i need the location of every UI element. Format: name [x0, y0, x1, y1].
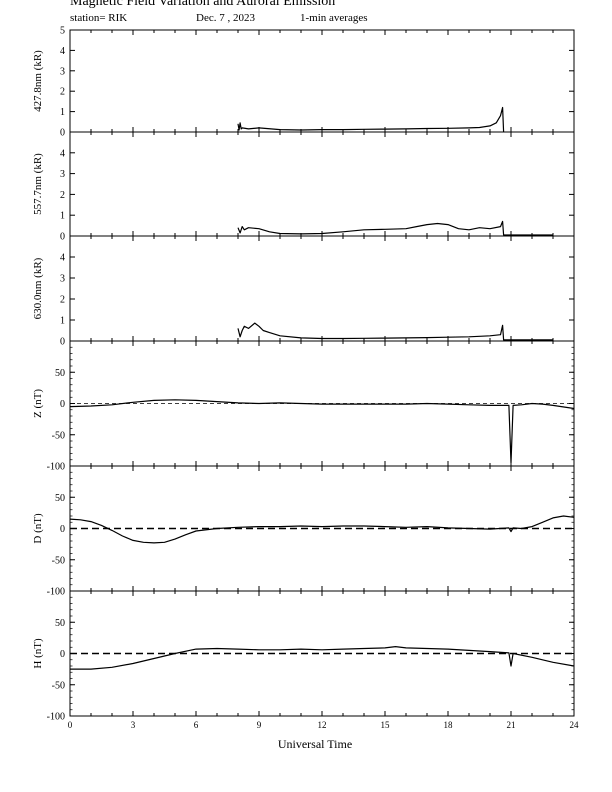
- x-axis-label: Universal Time: [278, 737, 352, 751]
- y-tick-label: 1: [60, 107, 65, 118]
- series-line: [237, 106, 505, 133]
- panel-4: -100 -50 0 50 Z (nT): [32, 340, 575, 473]
- x-tick-label: 18: [444, 720, 454, 730]
- y-tick-label: 4: [60, 46, 65, 57]
- y-axis-label: 630.0nm (kR): [32, 257, 44, 319]
- panel-frame: [69, 131, 575, 237]
- y-axis-label: 427.8nm (kR): [32, 50, 44, 112]
- y-axis-label: 557.7nm (kR): [32, 153, 44, 215]
- y-tick-label: 0: [60, 649, 65, 660]
- y-tick-label: 50: [55, 618, 65, 629]
- series-line: [69, 399, 575, 464]
- y-tick-label: 4: [60, 253, 65, 264]
- x-tick-label: 15: [381, 720, 391, 730]
- series-line: [70, 645, 575, 670]
- averaging-label: 1-min averages: [300, 12, 368, 24]
- series-line: [69, 515, 575, 544]
- y-tick-label: 0: [60, 128, 65, 139]
- y-tick-label: 3: [60, 274, 65, 285]
- y-tick-label: -50: [52, 430, 65, 441]
- panel-frame: [69, 235, 575, 342]
- y-tick-label: -100: [47, 462, 65, 473]
- y-axis-label: D (nT): [32, 513, 44, 544]
- panel-6: -100 -50 0 50 H (nT) 0 3 6 9 12 15 18 21 24 Universal …: [32, 590, 580, 751]
- y-tick-label: 2: [60, 87, 65, 98]
- station-label: station= RIK: [70, 12, 128, 24]
- y-tick-label: 0: [60, 232, 65, 243]
- y-tick-label: 50: [55, 493, 65, 504]
- x-tick-label: 21: [507, 720, 516, 730]
- panel-frame: [69, 29, 575, 133]
- y-tick-label: 3: [60, 169, 65, 180]
- y-tick-label: 0: [60, 337, 65, 348]
- y-tick-label: 3: [60, 66, 65, 77]
- series-line: [237, 322, 553, 341]
- y-tick-label: 50: [55, 368, 65, 379]
- panel-3: 0 1 2 3 4 630.0nm (kR): [32, 235, 575, 348]
- x-tick-label: 24: [570, 720, 580, 730]
- y-tick-label: -50: [52, 680, 65, 691]
- panel-2: 0 1 2 3 4 557.7nm (kR): [32, 131, 575, 243]
- panel-1: 0 1 2 3 4 5 427.8nm (kR): [32, 26, 575, 139]
- y-tick-label: -50: [52, 555, 65, 566]
- y-axis-label: H (nT): [32, 638, 44, 669]
- y-tick-label: -100: [47, 587, 65, 598]
- series-line: [237, 220, 553, 236]
- y-tick-label: 1: [60, 211, 65, 222]
- panel-5: -100 -50 0 50 D (nT): [32, 465, 575, 598]
- x-tick-label: 9: [257, 720, 262, 730]
- y-tick-label: 2: [60, 295, 65, 306]
- date-label: Dec. 7 , 2023: [196, 12, 255, 24]
- x-tick-label: 6: [194, 720, 199, 730]
- chart-title: Magnetic Field Variation and Auroral Emi…: [70, 0, 336, 9]
- y-tick-label: 4: [60, 148, 65, 159]
- y-tick-label: 0: [60, 524, 65, 535]
- y-tick-label: 2: [60, 190, 65, 201]
- y-tick-label: 0: [60, 399, 65, 410]
- y-tick-label: 1: [60, 316, 65, 327]
- panel-frame: [69, 590, 575, 717]
- x-tick-label: 3: [131, 720, 136, 730]
- y-axis-label: Z (nT): [32, 389, 44, 418]
- y-tick-label: 5: [60, 26, 65, 37]
- x-tick-label: 0: [68, 720, 73, 730]
- x-tick-label: 12: [318, 720, 327, 730]
- y-tick-label: -100: [47, 712, 65, 723]
